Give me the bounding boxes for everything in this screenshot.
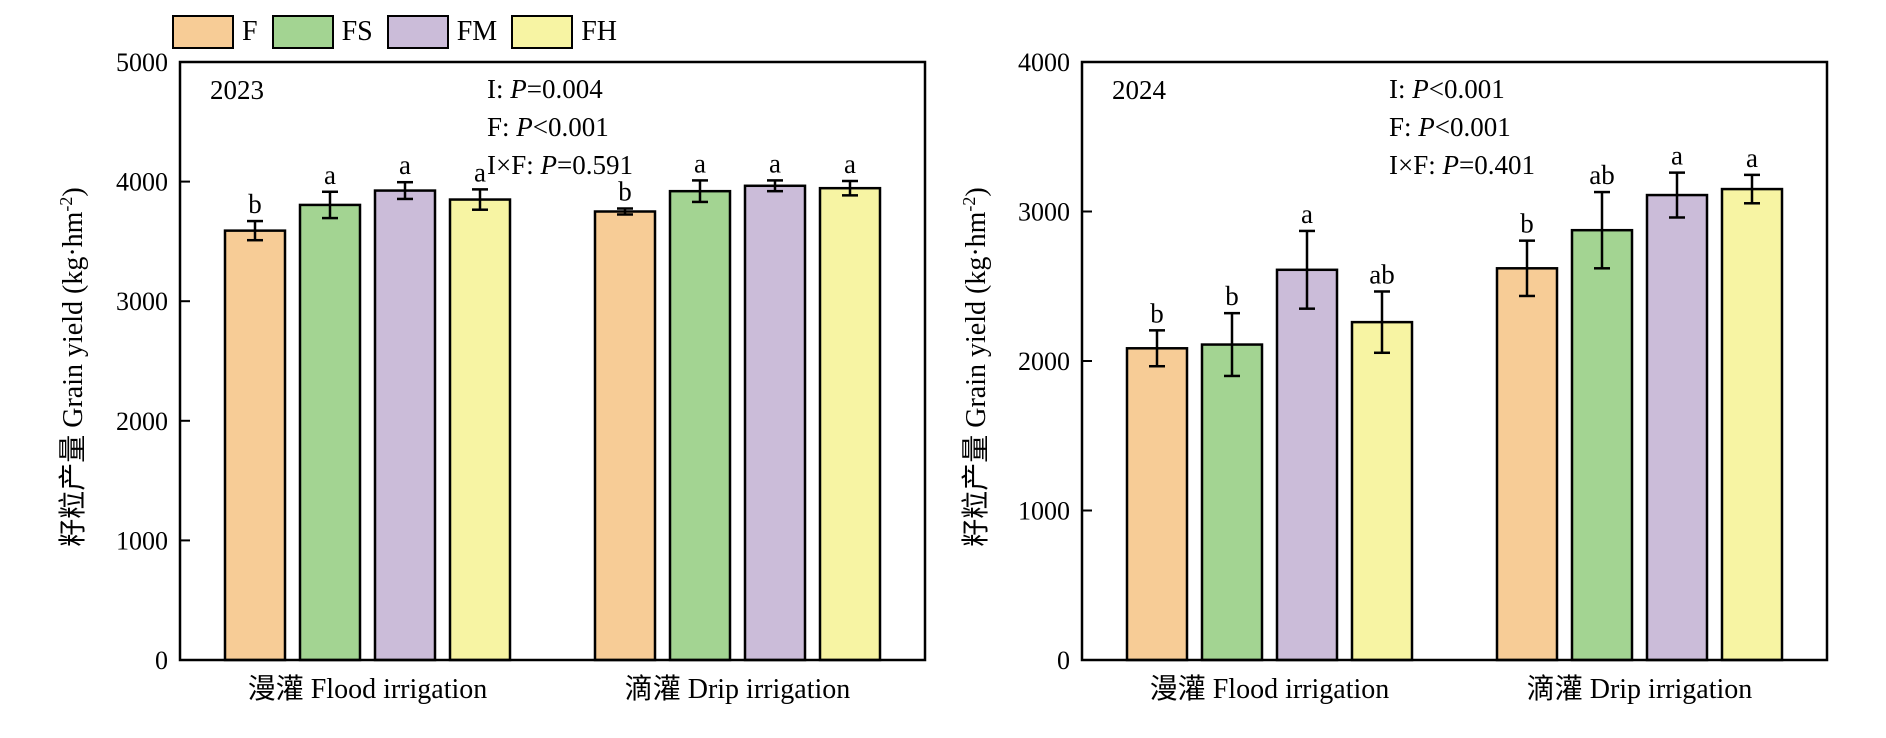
y-tick-label: 0	[155, 646, 168, 675]
stat-annotation: F: P<0.001	[1389, 112, 1511, 142]
legend: F FS FM FH	[172, 12, 631, 52]
legend-swatch-f	[172, 15, 234, 49]
legend-swatch-fh	[511, 15, 574, 49]
significance-letter: a	[694, 148, 706, 178]
y-tick-label: 3000	[1018, 198, 1070, 227]
legend-item-f: F	[172, 15, 258, 49]
plot-frame	[1080, 60, 1829, 662]
bar-fs	[668, 189, 732, 662]
legend-label-fs: FS	[341, 16, 373, 47]
bar-fs	[1570, 228, 1634, 662]
legend-label-f: F	[242, 16, 258, 47]
significance-letter: b	[248, 189, 262, 219]
bar-fh	[448, 198, 512, 662]
bar-fs	[298, 203, 362, 662]
plot-frame	[178, 60, 927, 662]
legend-item-fh: FH	[511, 15, 617, 49]
y-tick-label: 1000	[116, 526, 168, 555]
year-label: 2023	[210, 75, 264, 105]
legend-item-fm: FM	[386, 15, 498, 49]
x-category-label: 滴灌 Drip irrigation	[625, 673, 851, 705]
significance-letter: a	[1671, 141, 1683, 171]
bar-fm	[1275, 268, 1339, 662]
significance-letter: a	[1746, 143, 1758, 173]
significance-letter: a	[324, 160, 336, 190]
significance-letter: b	[1225, 281, 1239, 311]
y-tick-label: 2000	[116, 407, 168, 436]
significance-letter: ab	[1589, 160, 1614, 190]
bar-f	[1495, 267, 1559, 662]
significance-letter: ab	[1369, 259, 1394, 289]
stat-annotation: I: P<0.001	[1389, 74, 1505, 104]
legend-item-fs: FS	[271, 15, 373, 49]
significance-letter: a	[844, 149, 856, 179]
significance-letter: a	[769, 148, 781, 178]
y-tick-label: 3000	[116, 287, 168, 316]
stat-annotation: I×F: P=0.591	[487, 150, 633, 180]
y-axis-label: 籽粒产量 Grain yield (kg·hm-2)	[959, 187, 992, 547]
x-category-label: 漫灌 Flood irrigation	[1150, 673, 1390, 705]
legend-swatch-fs	[271, 15, 334, 49]
x-category-label: 漫灌 Flood irrigation	[248, 673, 488, 705]
significance-letter: a	[1301, 199, 1313, 229]
y-axis-label: 籽粒产量 Grain yield (kg·hm-2)	[56, 187, 89, 547]
x-category-label: 滴灌 Drip irrigation	[1527, 673, 1753, 705]
bar-f	[593, 210, 657, 662]
y-tick-label: 1000	[1018, 497, 1070, 526]
legend-label-fh: FH	[581, 16, 617, 47]
significance-letter: b	[1520, 209, 1534, 239]
significance-letter: a	[399, 150, 411, 180]
stat-annotation: F: P<0.001	[487, 112, 609, 142]
bar-f	[1125, 347, 1189, 662]
bar-fs	[1200, 343, 1264, 662]
bar-fh	[1720, 187, 1784, 662]
legend-label-fm: FM	[456, 16, 498, 47]
significance-letter: b	[1150, 298, 1164, 328]
y-tick-label: 2000	[1018, 347, 1070, 376]
stat-annotation: I×F: P=0.401	[1389, 150, 1535, 180]
bar-fh	[818, 186, 882, 662]
year-label: 2024	[1112, 75, 1167, 105]
legend-swatch-fm	[386, 15, 449, 49]
bar-fm	[373, 189, 437, 662]
stat-annotation: I: P=0.004	[487, 74, 603, 104]
y-tick-label: 5000	[116, 48, 168, 77]
significance-letter: a	[474, 157, 486, 187]
y-tick-label: 4000	[1018, 48, 1070, 77]
y-tick-label: 0	[1057, 646, 1070, 675]
bar-fm	[1645, 193, 1709, 662]
bar-fm	[743, 184, 807, 662]
significance-letter: b	[618, 177, 632, 207]
bar-fh	[1350, 320, 1414, 662]
y-tick-label: 4000	[116, 168, 168, 197]
